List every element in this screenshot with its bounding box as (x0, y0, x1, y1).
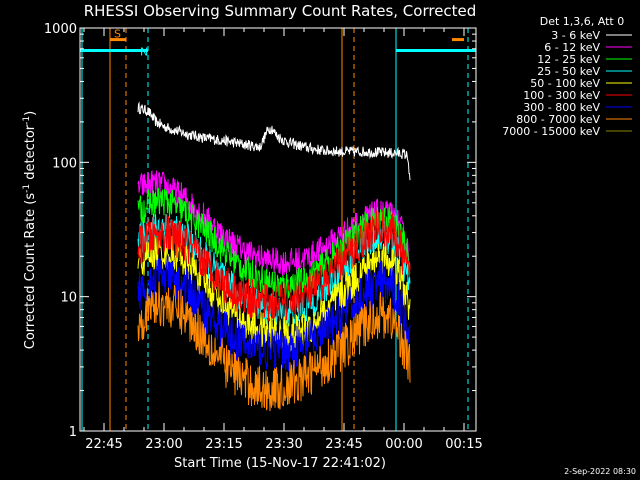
x-tick-label: 00:00 (385, 437, 422, 452)
legend-entry-label: 3 - 6 keV (551, 29, 600, 42)
y-axis: 1 10 100 1000 (44, 22, 476, 440)
x-axis: 22:45 23:00 23:15 23:30 23:45 00:00 00:15 (83, 28, 483, 452)
legend-entry-label: 25 - 50 keV (537, 65, 600, 78)
y-tick-label: 1000 (44, 22, 77, 37)
x-tick-label: 23:00 (145, 437, 182, 452)
series-line-5 (137, 209, 411, 322)
series-lines (137, 101, 411, 412)
plot-timestamp: 2-Sep-2022 08:30 (564, 467, 636, 476)
x-tick-label: 23:45 (325, 437, 362, 452)
y-tick-label: 10 (60, 291, 77, 306)
x-tick-label: 23:30 (265, 437, 302, 452)
legend-entry-label: 7000 - 15000 keV (502, 125, 600, 138)
y-axis-label-main: Corrected Count Rate (s (23, 193, 38, 350)
chart-title: RHESSI Observing Summary Count Rates, Co… (84, 2, 477, 20)
legend-entry-label: 6 - 12 keV (544, 41, 600, 54)
legend-entry-label: 50 - 100 keV (530, 77, 600, 90)
y-tick-label: 1 (69, 425, 77, 440)
x-axis-label: Start Time (15-Nov-17 22:41:02) (174, 456, 386, 471)
legend-header: Det 1,3,6, Att 0 (540, 15, 624, 28)
band-n-label: N (140, 45, 148, 58)
y-axis-label-sup1: -1 (22, 184, 32, 193)
y-axis-label-sup2: -1 (22, 116, 32, 125)
mode-bands: SN (80, 28, 476, 431)
legend-entry-label: 100 - 300 keV (523, 89, 600, 102)
y-axis-label-mid: detector (23, 124, 38, 184)
x-tick-label: 22:45 (85, 437, 122, 452)
y-axis-label-end: ) (23, 111, 38, 116)
band-s-label: S (114, 28, 121, 41)
series-line-6 (137, 253, 411, 371)
legend-entry-label: 12 - 25 keV (537, 53, 600, 66)
series-line-4 (137, 235, 411, 352)
x-tick-label: 23:15 (205, 437, 242, 452)
series-line-0 (137, 101, 411, 181)
x-tick-label: 00:15 (445, 437, 482, 452)
series-line-7 (137, 281, 411, 412)
plot-frame (79, 27, 477, 432)
legend-entry-label: 300 - 800 keV (523, 101, 600, 114)
legend-entry-label: 800 - 7000 keV (516, 113, 600, 126)
y-axis-label: Corrected Count Rate (s-1 detector-1) (22, 111, 38, 349)
y-tick-label: 100 (52, 156, 77, 171)
